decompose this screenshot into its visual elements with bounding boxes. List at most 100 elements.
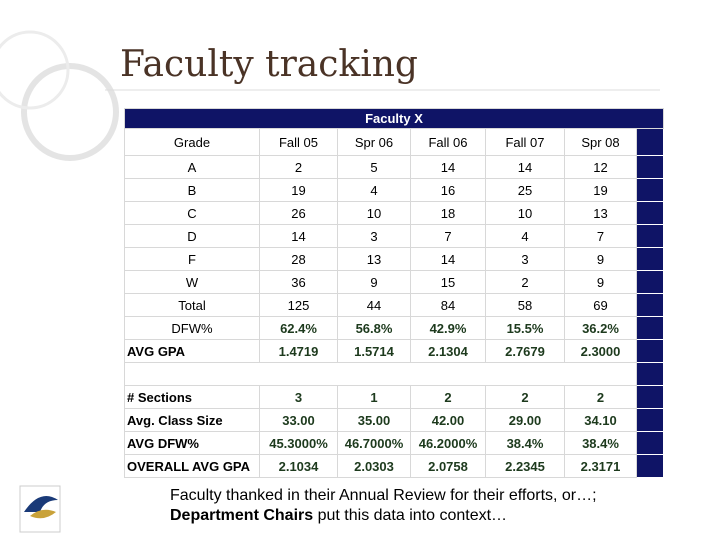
cell: 7 [410, 224, 486, 248]
cell: 46.2000% [410, 431, 486, 455]
row-label: B [124, 178, 260, 202]
logo [19, 485, 61, 533]
side-cell [636, 431, 664, 455]
cell: 15 [410, 270, 486, 294]
row-label: Total [124, 293, 260, 317]
side-cell [636, 178, 664, 202]
cell: 2.1034 [259, 454, 338, 478]
cell: 29.00 [485, 408, 565, 432]
cell: 1 [337, 385, 411, 409]
side-cell [636, 293, 664, 317]
cell: 33.00 [259, 408, 338, 432]
cell: 2.7679 [485, 339, 565, 363]
cell: 13 [564, 201, 637, 225]
cell: 3 [485, 247, 565, 271]
spacer-row [124, 362, 664, 386]
cell: 44 [337, 293, 411, 317]
cell: 3 [259, 385, 338, 409]
side-cell [636, 454, 664, 478]
cell: 13 [337, 247, 411, 271]
cell: 2.3171 [564, 454, 637, 478]
side-cell [636, 155, 664, 179]
cell: 14 [485, 155, 565, 179]
footer-bold: Department Chairs [170, 507, 314, 524]
row-label: A [124, 155, 260, 179]
cell: 2 [564, 385, 637, 409]
header-cell: Fall 07 [485, 128, 565, 156]
cell: 15.5% [485, 316, 565, 340]
cell: 125 [259, 293, 338, 317]
cell: 58 [485, 293, 565, 317]
cell: 36.2% [564, 316, 637, 340]
side-cell [636, 224, 664, 248]
cell: 2.1304 [410, 339, 486, 363]
cell: 34.10 [564, 408, 637, 432]
row-label: OVERALL AVG GPA [124, 454, 260, 478]
cell: 56.8% [337, 316, 411, 340]
table-row: B 19 4 16 25 19 [124, 178, 664, 202]
table-row: A 2 5 14 14 12 [124, 155, 664, 179]
side-cell [636, 201, 664, 225]
cell: 45.3000% [259, 431, 338, 455]
cell: 2.3000 [564, 339, 637, 363]
cell: 9 [564, 270, 637, 294]
caption-row: Faculty X [124, 108, 664, 129]
cell: 2.0303 [337, 454, 411, 478]
cell: 2 [410, 385, 486, 409]
cell: 14 [259, 224, 338, 248]
table-row: Total 125 44 84 58 69 [124, 293, 664, 317]
cell: 26 [259, 201, 338, 225]
cell: 46.7000% [337, 431, 411, 455]
cell: 9 [564, 247, 637, 271]
row-label: # Sections [124, 385, 260, 409]
cell: 2.2345 [485, 454, 565, 478]
side-cell [636, 316, 664, 340]
cell: 18 [410, 201, 486, 225]
cell: 2 [485, 270, 565, 294]
side-cell [636, 408, 664, 432]
cell: 2 [485, 385, 565, 409]
cell: 10 [485, 201, 565, 225]
table-row: OVERALL AVG GPA 2.1034 2.0303 2.0758 2.2345 2… [124, 454, 664, 478]
data-table: Faculty X Grade Fall 05 Spr 06 Fall 06 Fall 0… [124, 108, 664, 478]
table-row: D 14 3 7 4 7 [124, 224, 664, 248]
cell: 2 [259, 155, 338, 179]
table-row: # Sections 3 1 2 2 2 [124, 385, 664, 409]
side-cell [636, 128, 664, 156]
cell: 14 [410, 247, 486, 271]
row-label: D [124, 224, 260, 248]
cell: 12 [564, 155, 637, 179]
deco-circle [0, 30, 70, 110]
table-row: C 26 10 18 10 13 [124, 201, 664, 225]
row-label: AVG DFW% [124, 431, 260, 455]
cell: 36 [259, 270, 338, 294]
header-cell: Fall 05 [259, 128, 338, 156]
side-cell [636, 339, 664, 363]
table-caption: Faculty X [124, 108, 664, 129]
table-row: AVG DFW% 45.3000% 46.7000% 46.2000% 38.4% 38.… [124, 431, 664, 455]
header-row: Grade Fall 05 Spr 06 Fall 06 Fall 07 Spr 08 [124, 128, 664, 156]
cell: 10 [337, 201, 411, 225]
cell: 69 [564, 293, 637, 317]
deco-circle [21, 63, 119, 161]
header-cell: Spr 06 [337, 128, 411, 156]
side-cell [636, 247, 664, 271]
cell: 42.00 [410, 408, 486, 432]
table-row: W 36 9 15 2 9 [124, 270, 664, 294]
header-cell: Grade [124, 128, 260, 156]
cell: 2.0758 [410, 454, 486, 478]
footer-line: Department Chairs put this data into con… [170, 506, 597, 526]
side-cell [636, 270, 664, 294]
cell: 84 [410, 293, 486, 317]
table-row: AVG GPA 1.4719 1.5714 2.1304 2.7679 2.3000 [124, 339, 664, 363]
cell: 28 [259, 247, 338, 271]
cell: 3 [337, 224, 411, 248]
row-label: C [124, 201, 260, 225]
footer-line: Faculty thanked in their Annual Review f… [170, 487, 597, 504]
cell: 14 [410, 155, 486, 179]
footer-rest: put this data into context… [313, 507, 508, 524]
cell: 16 [410, 178, 486, 202]
cell: 7 [564, 224, 637, 248]
